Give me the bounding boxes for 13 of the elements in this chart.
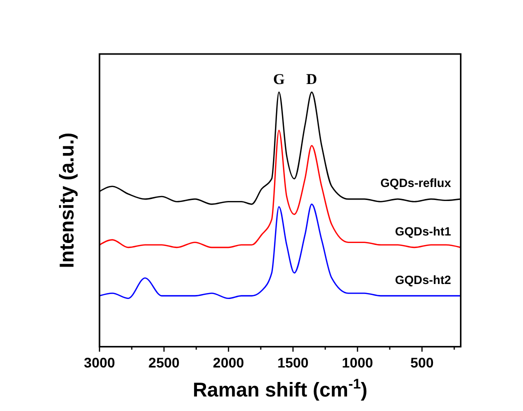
x-tick-label: 2000	[212, 354, 244, 371]
x-tick-label: 1000	[342, 354, 374, 371]
x-tick-label: 2500	[148, 354, 180, 371]
x-axis-title: Raman shift (cm$^{-1}$)	[192, 376, 368, 402]
x-tick-label: 500	[410, 354, 434, 371]
x-tick-label: 1500	[277, 354, 309, 371]
y-axis-title: Intensity (a.u.)	[56, 132, 78, 268]
series-label: GQDs-reflux	[380, 176, 452, 190]
x-tick-label: 3000	[84, 354, 116, 371]
annotation: D	[306, 72, 318, 88]
annotation: G	[273, 72, 286, 88]
series-label: GQDs-ht1	[395, 224, 452, 238]
series-label: GQDs-ht2	[395, 272, 452, 287]
